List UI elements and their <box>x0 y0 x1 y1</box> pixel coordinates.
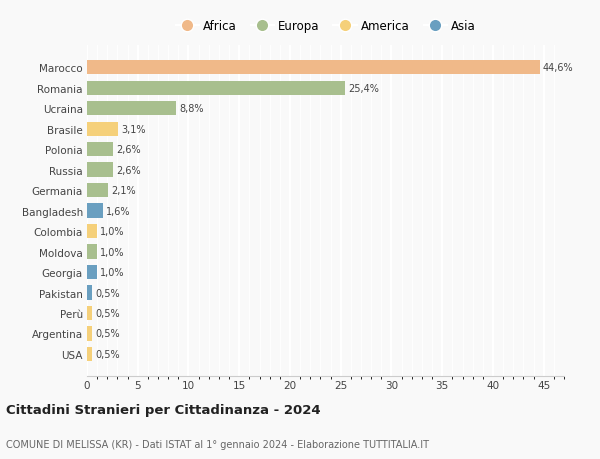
Bar <box>87 245 97 259</box>
Bar <box>87 327 92 341</box>
Text: 1,0%: 1,0% <box>100 227 125 236</box>
Text: 2,1%: 2,1% <box>112 186 136 196</box>
Bar <box>87 347 92 361</box>
Bar <box>87 265 97 280</box>
Legend: Africa, Europa, America, Asia: Africa, Europa, America, Asia <box>171 16 480 38</box>
Text: 8,8%: 8,8% <box>179 104 204 114</box>
Bar <box>87 102 176 116</box>
Bar <box>87 306 92 320</box>
Bar <box>87 286 92 300</box>
Text: 2,6%: 2,6% <box>116 145 141 155</box>
Bar <box>87 224 97 239</box>
Bar <box>87 61 539 75</box>
Text: 0,5%: 0,5% <box>95 288 120 298</box>
Bar <box>87 204 103 218</box>
Text: 2,6%: 2,6% <box>116 165 141 175</box>
Text: 44,6%: 44,6% <box>542 63 574 73</box>
Bar <box>87 184 109 198</box>
Text: COMUNE DI MELISSA (KR) - Dati ISTAT al 1° gennaio 2024 - Elaborazione TUTTITALIA: COMUNE DI MELISSA (KR) - Dati ISTAT al 1… <box>6 440 429 449</box>
Bar <box>87 81 345 95</box>
Text: Cittadini Stranieri per Cittadinanza - 2024: Cittadini Stranieri per Cittadinanza - 2… <box>6 403 320 416</box>
Bar <box>87 122 118 136</box>
Bar <box>87 143 113 157</box>
Text: 0,5%: 0,5% <box>95 349 120 359</box>
Text: 0,5%: 0,5% <box>95 308 120 319</box>
Text: 1,0%: 1,0% <box>100 247 125 257</box>
Text: 0,5%: 0,5% <box>95 329 120 339</box>
Bar <box>87 163 113 178</box>
Text: 25,4%: 25,4% <box>348 84 379 94</box>
Text: 3,1%: 3,1% <box>122 124 146 134</box>
Text: 1,0%: 1,0% <box>100 268 125 277</box>
Text: 1,6%: 1,6% <box>106 206 131 216</box>
